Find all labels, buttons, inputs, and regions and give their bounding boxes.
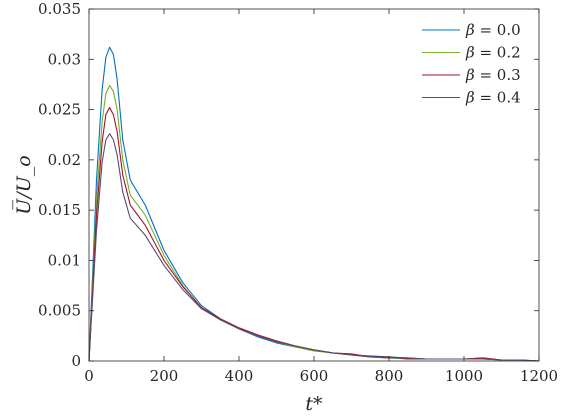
y-tick-label: 0.03 [48, 50, 81, 68]
x-tick-label: 400 [225, 367, 254, 385]
legend-label-3: β = 0.4 [465, 89, 521, 107]
y-tick-label: 0.01 [48, 251, 81, 269]
plot-area [89, 9, 539, 361]
x-tick-label: 800 [375, 367, 404, 385]
y-tick-label: 0.035 [38, 0, 81, 18]
series-line-3 [88, 133, 540, 362]
y-tick-label: 0.02 [48, 151, 81, 169]
x-tick-label: 200 [150, 367, 179, 385]
y-tick-label: 0.015 [38, 201, 81, 219]
x-tick-label: 1200 [520, 367, 558, 385]
x-tick-label: 0 [84, 367, 94, 385]
x-tick-label: 600 [300, 367, 329, 385]
axes-layer: 0 200 400 600 800 1000 1200 0 0.005 0.01 0.015 0.02… [38, 0, 558, 385]
y-tick-label: 0.025 [38, 101, 81, 119]
legend-label-1: β = 0.2 [465, 44, 521, 62]
y-axis-label: U̅/U_o [13, 155, 35, 214]
y-tick-label: 0.005 [38, 302, 81, 320]
x-axis-label: t* [305, 393, 323, 415]
plot-background [89, 9, 539, 361]
legend: β = 0.0 β = 0.2 β = 0.3 β = 0.4 [422, 21, 521, 107]
legend-label-2: β = 0.3 [465, 66, 521, 84]
legend-label-0: β = 0.0 [465, 21, 521, 39]
y-tick-label: 0 [71, 352, 81, 370]
series-layer [88, 46, 540, 362]
x-tick-label: 1000 [445, 367, 483, 385]
